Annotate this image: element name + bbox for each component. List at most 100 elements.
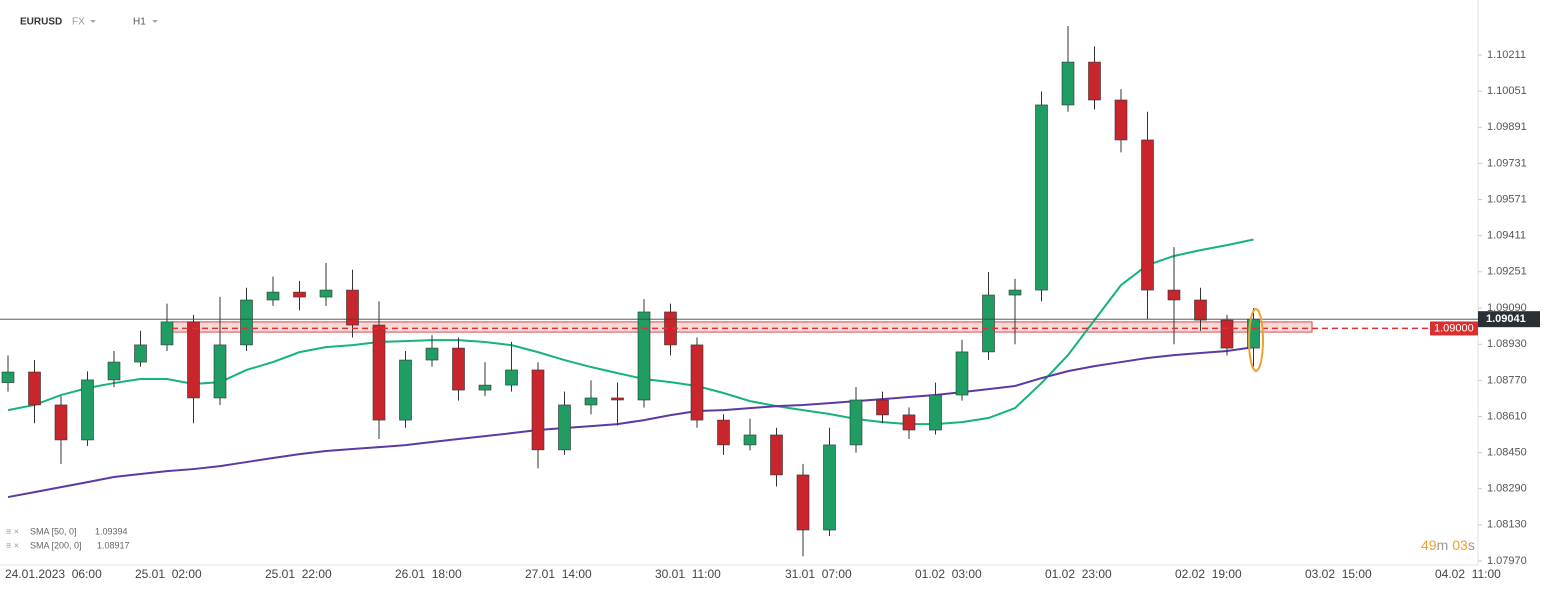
legend-icon[interactable]: ≡ × xyxy=(6,526,19,536)
candle-body xyxy=(1,371,15,383)
dropdown-arrow[interactable] xyxy=(90,20,96,23)
candle-body xyxy=(505,369,518,386)
candle-body xyxy=(293,291,306,298)
x-tick-label: 01.02 03:00 xyxy=(915,567,982,581)
candle-body xyxy=(107,361,121,381)
y-tick-label: 1.08610 xyxy=(1487,410,1527,422)
candle-body xyxy=(1220,319,1234,349)
candle-body xyxy=(1008,289,1022,296)
legend-name: SMA [200, 0] xyxy=(30,540,82,550)
candle-body xyxy=(690,344,704,421)
timer-unit: s xyxy=(1468,537,1475,553)
y-tick-label: 1.08130 xyxy=(1487,519,1527,531)
candle-body xyxy=(717,419,730,446)
candle-body xyxy=(372,324,386,421)
candle-body xyxy=(743,434,757,446)
candle-body xyxy=(54,404,68,441)
candle-body xyxy=(478,384,492,391)
x-tick-label: 04.02 11:00 xyxy=(1435,567,1501,581)
candle-body xyxy=(160,321,174,346)
y-tick-label: 1.09571 xyxy=(1487,193,1527,205)
resistance-zone xyxy=(171,321,1313,333)
interval[interactable]: H1 xyxy=(133,17,146,28)
timer-unit: m xyxy=(1437,537,1449,553)
symbol[interactable]: EURUSD xyxy=(20,17,62,28)
candle-body xyxy=(955,351,969,396)
candle-body xyxy=(452,347,465,391)
legend-name: SMA [50, 0] xyxy=(30,526,77,536)
candle-body xyxy=(187,321,200,399)
candle-body xyxy=(1035,104,1048,291)
y-tick-label: 1.10051 xyxy=(1487,85,1527,97)
timer: 49m 03s xyxy=(1421,537,1475,553)
x-tick-label: 31.01 07:00 xyxy=(785,567,852,581)
candle-body xyxy=(319,289,333,298)
candle-body xyxy=(346,289,359,326)
x-tick-label: 25.01 22:00 xyxy=(265,567,332,581)
candle-body xyxy=(81,379,94,441)
candle-body xyxy=(796,474,810,531)
x-tick-label: 02.02 19:00 xyxy=(1175,567,1242,581)
candle-body xyxy=(1088,61,1101,101)
highlight-ellipse xyxy=(1248,308,1264,372)
x-tick-label: 03.02 15:00 xyxy=(1305,567,1372,581)
x-tick-label: 24.01.2023 06:00 xyxy=(5,567,102,581)
level-label-box xyxy=(1430,321,1478,336)
y-tick-label: 1.09090 xyxy=(1487,302,1527,314)
candle-body xyxy=(266,291,280,301)
y-tick-label: 1.09251 xyxy=(1487,266,1527,278)
y-tick-label: 1.10211 xyxy=(1487,49,1526,61)
level-label: 1.09000 xyxy=(1434,322,1474,334)
candle-body xyxy=(1194,299,1207,321)
last-price-box xyxy=(1478,311,1540,328)
legend: ≡ × SMA [50, 0] 1.09394 ≡ × SMA [200, 0]… xyxy=(6,526,130,550)
x-tick-label: 30.01 11:00 xyxy=(655,567,721,581)
legend-icon[interactable]: ≡ × xyxy=(6,540,19,550)
dropdown-arrow[interactable] xyxy=(152,20,158,23)
candle-body xyxy=(28,371,41,406)
candle-body xyxy=(240,299,253,346)
candle-body xyxy=(425,347,439,361)
candle-body xyxy=(929,394,942,431)
x-tick-label: 01.02 23:00 xyxy=(1045,567,1112,581)
candle-body xyxy=(1141,139,1154,291)
legend-value: 1.08917 xyxy=(97,540,130,550)
candle-body xyxy=(584,397,598,406)
y-tick-label: 1.08930 xyxy=(1487,338,1527,350)
candle-body xyxy=(876,399,889,416)
candle-body xyxy=(770,434,783,476)
candle-body xyxy=(1167,289,1181,301)
timer-minutes: 49 xyxy=(1421,537,1437,553)
sma-line xyxy=(7,346,1254,499)
y-tick-label: 1.09411 xyxy=(1487,230,1526,242)
candle-body xyxy=(823,444,836,531)
candle-body xyxy=(637,311,651,401)
candle-body xyxy=(849,399,863,446)
candle-body xyxy=(902,414,916,431)
market[interactable]: FX xyxy=(72,17,85,28)
last-price-label: 1.09041 xyxy=(1486,313,1526,325)
candle-body xyxy=(134,344,147,363)
y-tick-label: 1.08770 xyxy=(1487,374,1527,386)
candle-body xyxy=(1114,99,1128,141)
y-tick-label: 1.08290 xyxy=(1487,483,1527,495)
x-tick-label: 27.01 14:00 xyxy=(525,567,592,581)
y-tick-label: 1.07970 xyxy=(1487,555,1527,567)
timer-seconds: 03 xyxy=(1452,537,1468,553)
y-tick-label: 1.09891 xyxy=(1487,121,1527,133)
legend-value: 1.09394 xyxy=(95,526,128,536)
candle-body xyxy=(611,397,624,401)
candle-body xyxy=(982,294,995,353)
candle-body xyxy=(399,359,412,421)
candle-body xyxy=(531,369,545,451)
candle-body xyxy=(1061,61,1075,106)
y-tick-label: 1.09731 xyxy=(1487,157,1527,169)
candle-body xyxy=(213,344,227,399)
candle-body xyxy=(558,404,571,451)
x-tick-label: 26.01 18:00 xyxy=(395,567,462,581)
y-tick-label: 1.08450 xyxy=(1487,446,1527,458)
x-tick-label: 25.01 02:00 xyxy=(135,567,202,581)
